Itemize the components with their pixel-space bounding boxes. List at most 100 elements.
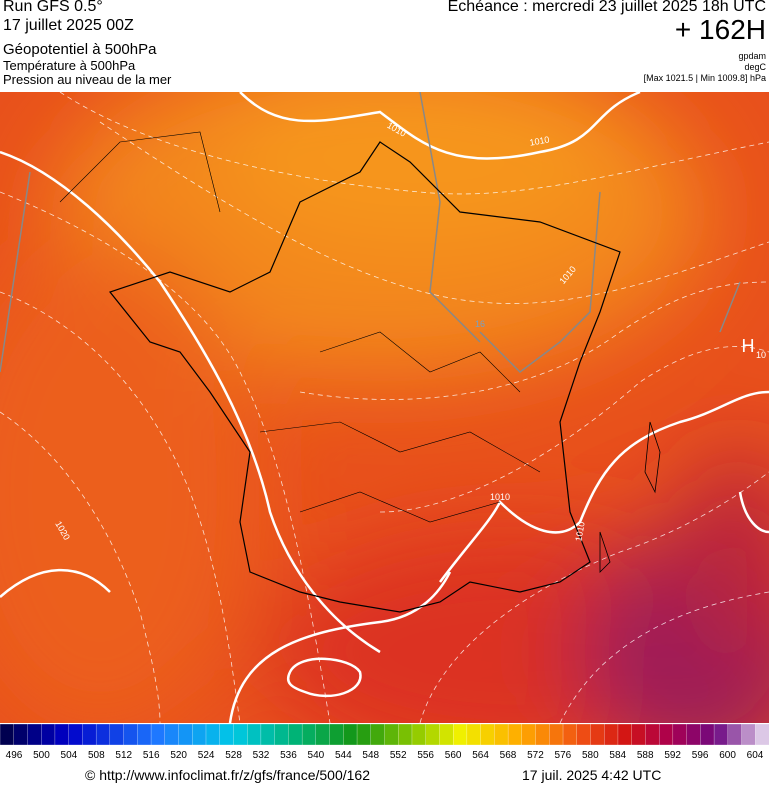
timestamp: 17 juil. 2025 4:42 UTC [522,767,662,783]
subtitle: Température à 500hPa [3,58,136,73]
france-outline [108,141,621,613]
colorbar-swatch [82,724,97,746]
colorbar-swatch [68,724,84,746]
colorbar-label: 568 [500,750,517,761]
colorbar-swatch [27,724,42,746]
colorbar-swatch [755,724,769,746]
colorbar-label: 564 [472,750,489,761]
colorbar-label: 588 [637,750,654,761]
colorbar-swatch [494,724,509,746]
colorbar-label: 532 [253,750,270,761]
contour-label: 1010 [490,492,510,502]
colorbar-swatch [576,724,592,746]
colorbar-swatch [521,724,537,746]
lead-time: + 162H [674,14,766,45]
temperature-isotherms [0,92,769,723]
colorbar-swatch [507,724,523,746]
colorbar-label: 580 [582,750,599,761]
colorbar-swatch [123,724,138,746]
contour-label: 16 [475,319,485,329]
colorbar-swatch [164,724,180,746]
colorbar-swatch [343,724,358,746]
colorbar-swatch [645,724,660,746]
colorbar-label: 524 [198,750,215,761]
colorbar-swatch [590,724,605,746]
colorbar-label: 500 [33,750,50,761]
colorbar-label: 552 [390,750,407,761]
colorbar-label: 592 [664,750,681,761]
contour-label: 1010 [573,521,586,542]
colorbar-label: 584 [609,750,626,761]
colorbar-label: 572 [527,750,544,761]
colorbar-swatch [658,724,674,746]
colorbar-swatch [205,724,221,746]
colorbar-swatch [137,724,152,746]
colorbar-swatch [219,724,235,746]
colorbar-label: 512 [115,750,132,761]
colorbar-label: 544 [335,750,352,761]
colorbar: 496 500 504 508 512 516 520 524 528 532 536 540 544 5… [0,724,769,761]
colorbar-swatch [411,724,427,746]
temperature-field [0,92,769,723]
colorbar-label: 576 [555,750,572,761]
colorbar-swatch [398,724,413,746]
temperature-contours [0,92,741,373]
colorbar-swatch [370,724,386,746]
colorbar-swatch [686,724,701,746]
colorbar-label: 604 [747,750,764,761]
colorbar-label: 504 [61,750,78,761]
colorbar-label: 496 [6,750,23,761]
colorbar-label: 528 [225,750,242,761]
colorbar-swatch [192,724,207,746]
unit: degC [744,62,766,72]
colorbar-swatch [713,724,729,746]
colorbar-swatch [329,724,344,746]
pressure-contours [0,92,769,723]
colorbar-label: 536 [280,750,297,761]
colorbar-swatch [549,724,564,746]
colorbar-swatch [535,724,550,746]
colorbar-swatch [260,724,276,746]
colorbar-swatch [0,724,15,746]
colorbar-swatch [617,724,633,746]
subtitle: Pression au niveau de la mer [3,72,172,87]
unit: gpdam [738,51,766,61]
title: Géopotentiel à 500hPa [3,41,157,58]
colorbar-swatch [41,724,56,746]
colorbar-swatch [631,724,647,746]
colorbar-swatch [233,724,248,746]
colorbar-swatch [150,724,166,746]
colorbar-label: 600 [719,750,736,761]
colorbar-swatch [315,724,331,746]
colorbar-swatch [741,724,756,746]
colorbar-swatch [356,724,372,746]
colorbar-swatch [453,724,468,746]
colorbar-swatch [13,724,29,746]
contour-label: H [742,336,755,356]
colorbar-swatch [604,724,619,746]
colorbar-swatch [466,724,482,746]
colorbar-swatch [700,724,715,746]
colorbar-swatch [562,724,578,746]
colorbar-swatch [247,724,262,746]
source: © http://www.infoclimat.fr/z/gfs/france/… [85,767,370,783]
unit: [Max 1021.5 | Min 1009.8] hPa [643,73,766,83]
colorbar-swatch [54,724,70,746]
colorbar-label: 596 [692,750,709,761]
islands [599,421,661,573]
colorbar-swatch [439,724,454,746]
colorbar-swatch [384,724,399,746]
colorbar-swatch [301,724,317,746]
colorbar-label: 560 [445,750,462,761]
colorbar-swatch [288,724,303,746]
contour-label: 1010 [529,134,550,147]
colorbar-label: 520 [170,750,187,761]
colorbar-label: 516 [143,750,160,761]
colorbar-swatch [480,724,496,746]
colorbar-label: 508 [88,750,105,761]
colorbar-swatch [672,724,688,746]
colorbar-swatch [425,724,441,746]
colorbar-swatch [727,724,743,746]
